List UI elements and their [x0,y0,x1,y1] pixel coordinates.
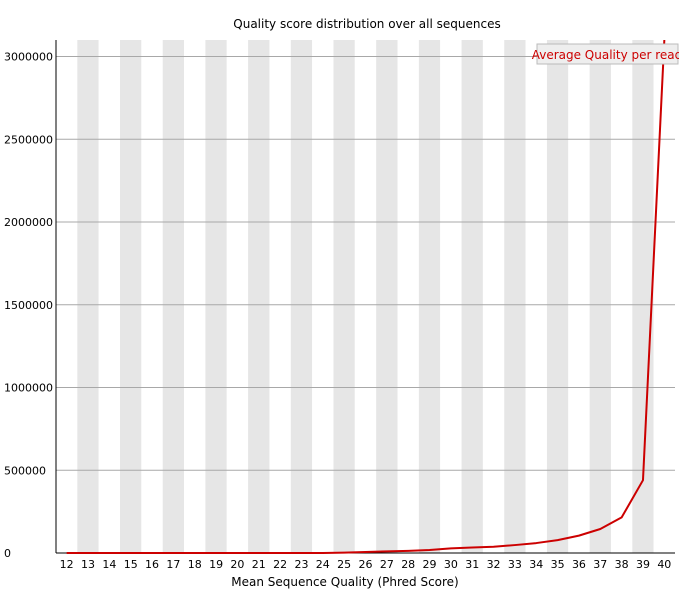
column-band [77,40,99,553]
column-band [98,40,121,553]
column-band [653,40,675,553]
column-band [440,40,462,553]
x-tick-label: 25 [337,558,351,571]
column-band [418,40,441,553]
column-band [226,40,249,553]
x-tick-label: 36 [572,558,586,571]
x-tick-label: 17 [166,558,180,571]
column-band [376,40,398,553]
series-line-average-quality [66,39,666,554]
column-band [120,40,142,553]
x-tick-label: 28 [401,558,415,571]
x-tick-label: 33 [508,558,522,571]
column-band [269,40,291,553]
x-tick-label: 39 [636,558,650,571]
column-band [482,40,505,553]
x-tick-label: 27 [380,558,394,571]
x-tick-label: 21 [252,558,266,571]
column-band [333,40,355,553]
x-tick-label: 35 [551,558,565,571]
x-tick-label: 22 [273,558,287,571]
column-band [162,40,185,553]
column-band [312,40,334,553]
column-band [56,40,78,553]
column-band [461,40,483,553]
column-band [525,40,547,553]
column-band [546,40,569,553]
y-tick-label: 500000 [4,464,46,477]
x-tick-label: 16 [145,558,159,571]
x-tick-label: 26 [359,558,373,571]
column-band [184,40,206,553]
column-bands [56,40,675,553]
x-axis-label: Mean Sequence Quality (Phred Score) [231,575,459,589]
x-tick-label: 30 [444,558,458,571]
chart-title: Quality score distribution over all sequ… [233,17,500,31]
x-tick-label: 24 [316,558,330,571]
y-tick-label: 2000000 [4,216,53,229]
x-tick-label: 37 [593,558,607,571]
column-band [632,40,654,553]
column-band [141,40,163,553]
x-tick-label: 14 [102,558,116,571]
x-tick-label: 18 [188,558,202,571]
x-tick-label: 19 [209,558,223,571]
x-tick-label: 38 [615,558,629,571]
horizontal-gridlines [56,56,675,471]
column-band [504,40,526,553]
legend-entry-average-quality: Average Quality per read [532,48,679,62]
x-tick-labels: 12 13 14 15 16 17 18 19 20 21 22 23 24 25 26 27 28 29 30 31… [60,558,672,571]
legend-box [536,43,679,65]
column-band [205,40,227,553]
x-tick-label: 29 [423,558,437,571]
legend: Average Quality per read [532,43,679,65]
column-band [248,40,270,553]
x-tick-label: 31 [465,558,479,571]
column-band [290,40,313,553]
column-band [568,40,590,553]
x-tick-label: 40 [657,558,671,571]
column-band [397,40,419,553]
column-band [354,40,377,553]
column-band [610,40,633,553]
y-tick-labels: 0 500000 1000000 1500000 2000000 2500000 30000… [4,51,53,560]
x-tick-label: 15 [124,558,138,571]
x-tick-label: 13 [81,558,95,571]
y-tick-label: 3000000 [4,51,53,64]
column-band [589,40,611,553]
x-tick-label: 12 [60,558,74,571]
x-tick-label: 34 [529,558,543,571]
y-tick-label: 0 [4,547,11,560]
x-tick-label: 32 [487,558,501,571]
x-tick-label: 20 [230,558,244,571]
y-tick-label: 2500000 [4,133,53,146]
y-tick-label: 1000000 [4,382,53,395]
y-tick-label: 1500000 [4,299,53,312]
x-tick-label: 23 [294,558,308,571]
